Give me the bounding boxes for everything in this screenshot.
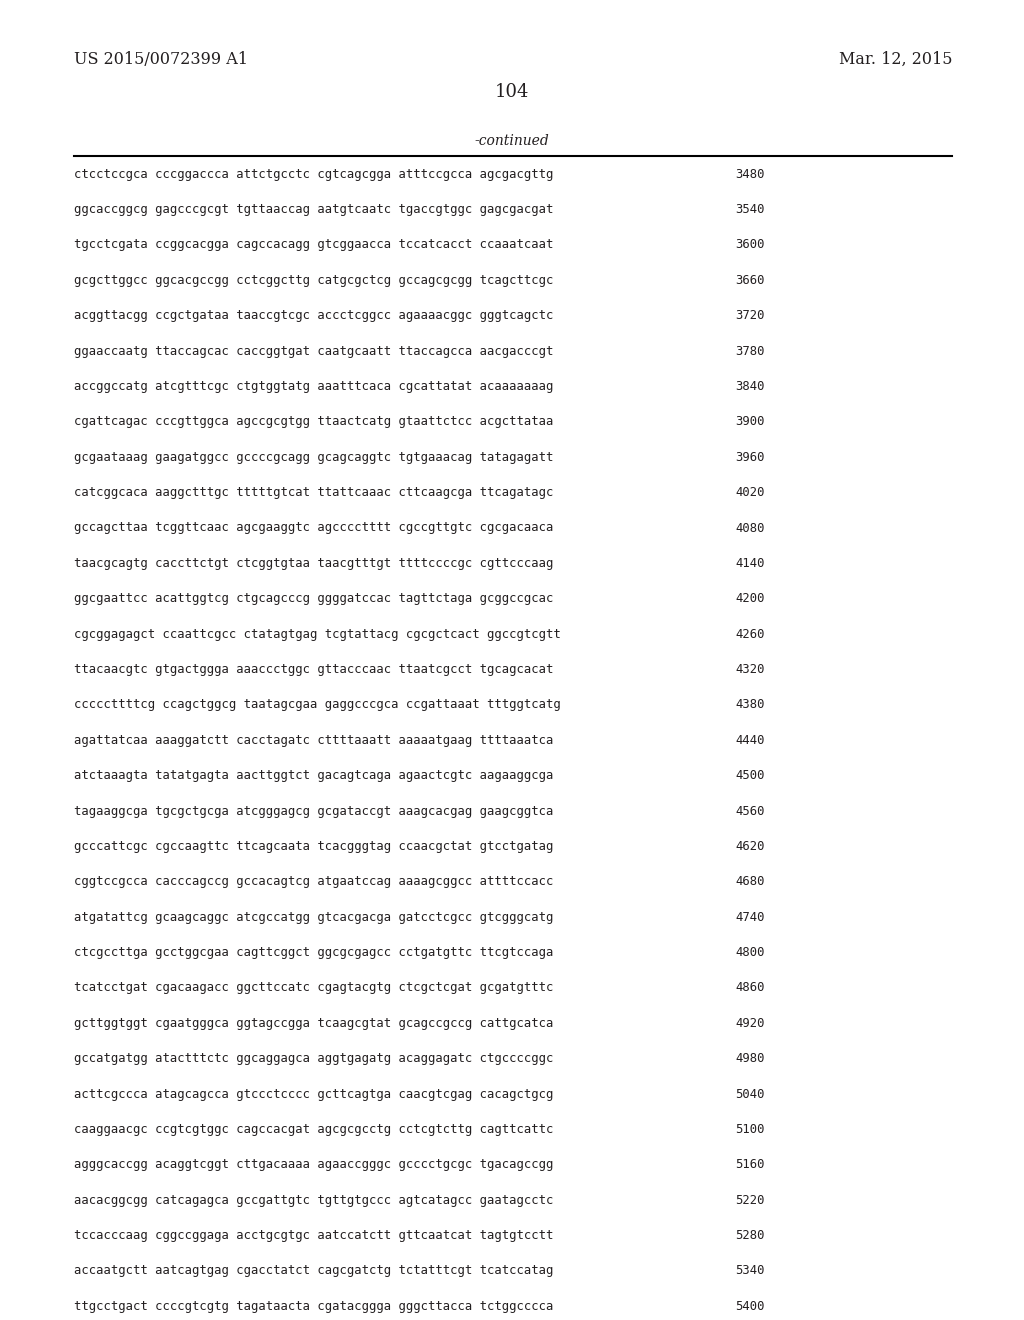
Text: 3660: 3660	[735, 273, 765, 286]
Text: acttcgccca atagcagcca gtccctcccc gcttcagtga caacgtcgag cacagctgcg: acttcgccca atagcagcca gtccctcccc gcttcag…	[74, 1088, 553, 1101]
Text: 4140: 4140	[735, 557, 765, 570]
Text: 5160: 5160	[735, 1158, 765, 1171]
Text: taacgcagtg caccttctgt ctcggtgtaa taacgtttgt ttttccccgc cgttcccaag: taacgcagtg caccttctgt ctcggtgtaa taacgtt…	[74, 557, 553, 570]
Text: 4680: 4680	[735, 875, 765, 888]
Text: ttgcctgact ccccgtcgtg tagataacta cgatacggga gggcttacca tctggcccca: ttgcctgact ccccgtcgtg tagataacta cgatacg…	[74, 1300, 553, 1313]
Text: gcccattcgc cgccaagttc ttcagcaata tcacgggtag ccaacgctat gtcctgatag: gcccattcgc cgccaagttc ttcagcaata tcacggg…	[74, 840, 553, 853]
Text: 4380: 4380	[735, 698, 765, 711]
Text: ggaaccaatg ttaccagcac caccggtgat caatgcaatt ttaccagcca aacgacccgt: ggaaccaatg ttaccagcac caccggtgat caatgca…	[74, 345, 553, 358]
Text: agggcaccgg acaggtcggt cttgacaaaa agaaccgggc gcccctgcgc tgacagccgg: agggcaccgg acaggtcggt cttgacaaaa agaaccg…	[74, 1158, 553, 1171]
Text: accggccatg atcgtttcgc ctgtggtatg aaatttcaca cgcattatat acaaaaaaag: accggccatg atcgtttcgc ctgtggtatg aaatttc…	[74, 380, 553, 393]
Text: ggcaccggcg gagcccgcgt tgttaaccag aatgtcaatc tgaccgtggc gagcgacgat: ggcaccggcg gagcccgcgt tgttaaccag aatgtca…	[74, 203, 553, 216]
Text: 4740: 4740	[735, 911, 765, 924]
Text: 4320: 4320	[735, 663, 765, 676]
Text: gccagcttaa tcggttcaac agcgaaggtc agcccctttt cgccgttgtc cgcgacaaca: gccagcttaa tcggttcaac agcgaaggtc agcccct…	[74, 521, 553, 535]
Text: ctcgccttga gcctggcgaa cagttcggct ggcgcgagcc cctgatgttc ttcgtccaga: ctcgccttga gcctggcgaa cagttcggct ggcgcga…	[74, 946, 553, 960]
Text: tcatcctgat cgacaagacc ggcttccatc cgagtacgtg ctcgctcgat gcgatgtttc: tcatcctgat cgacaagacc ggcttccatc cgagtac…	[74, 981, 553, 994]
Text: 4200: 4200	[735, 593, 765, 606]
Text: gccatgatgg atactttctc ggcaggagca aggtgagatg acaggagatc ctgccccggc: gccatgatgg atactttctc ggcaggagca aggtgag…	[74, 1052, 553, 1065]
Text: gcttggtggt cgaatgggca ggtagccgga tcaagcgtat gcagccgccg cattgcatca: gcttggtggt cgaatgggca ggtagccgga tcaagcg…	[74, 1016, 553, 1030]
Text: aacacggcgg catcagagca gccgattgtc tgttgtgccc agtcatagcc gaatagcctc: aacacggcgg catcagagca gccgattgtc tgttgtg…	[74, 1193, 553, 1206]
Text: tgcctcgata ccggcacgga cagccacagg gtcggaacca tccatcacct ccaaatcaat: tgcctcgata ccggcacgga cagccacagg gtcggaa…	[74, 239, 553, 252]
Text: accaatgctt aatcagtgag cgacctatct cagcgatctg tctatttcgt tcatccatag: accaatgctt aatcagtgag cgacctatct cagcgat…	[74, 1265, 553, 1278]
Text: cggtccgcca cacccagccg gccacagtcg atgaatccag aaaagcggcc attttccacc: cggtccgcca cacccagccg gccacagtcg atgaatc…	[74, 875, 553, 888]
Text: 4980: 4980	[735, 1052, 765, 1065]
Text: 4260: 4260	[735, 627, 765, 640]
Text: ctcctccgca cccggaccca attctgcctc cgtcagcgga atttccgcca agcgacgttg: ctcctccgca cccggaccca attctgcctc cgtcagc…	[74, 168, 553, 181]
Text: 4440: 4440	[735, 734, 765, 747]
Text: 5220: 5220	[735, 1193, 765, 1206]
Text: 5400: 5400	[735, 1300, 765, 1313]
Text: catcggcaca aaggctttgc tttttgtcat ttattcaaac cttcaagcga ttcagatagc: catcggcaca aaggctttgc tttttgtcat ttattca…	[74, 486, 553, 499]
Text: 5340: 5340	[735, 1265, 765, 1278]
Text: cgcggagagct ccaattcgcc ctatagtgag tcgtattacg cgcgctcact ggccgtcgtt: cgcggagagct ccaattcgcc ctatagtgag tcgtat…	[74, 627, 560, 640]
Text: 4560: 4560	[735, 804, 765, 817]
Text: tagaaggcga tgcgctgcga atcgggagcg gcgataccgt aaagcacgag gaagcggtca: tagaaggcga tgcgctgcga atcgggagcg gcgatac…	[74, 804, 553, 817]
Text: ggcgaattcc acattggtcg ctgcagcccg ggggatccac tagttctaga gcggccgcac: ggcgaattcc acattggtcg ctgcagcccg ggggatc…	[74, 593, 553, 606]
Text: agattatcaa aaaggatctt cacctagatc cttttaaatt aaaaatgaag ttttaaatca: agattatcaa aaaggatctt cacctagatc cttttaa…	[74, 734, 553, 747]
Text: Mar. 12, 2015: Mar. 12, 2015	[839, 51, 952, 67]
Text: 5280: 5280	[735, 1229, 765, 1242]
Text: 3540: 3540	[735, 203, 765, 216]
Text: 4080: 4080	[735, 521, 765, 535]
Text: 4920: 4920	[735, 1016, 765, 1030]
Text: 4500: 4500	[735, 770, 765, 783]
Text: ttacaacgtc gtgactggga aaaccctggc gttacccaac ttaatcgcct tgcagcacat: ttacaacgtc gtgactggga aaaccctggc gttaccc…	[74, 663, 553, 676]
Text: gcgaataaag gaagatggcc gccccgcagg gcagcaggtc tgtgaaacag tatagagatt: gcgaataaag gaagatggcc gccccgcagg gcagcag…	[74, 450, 553, 463]
Text: 4020: 4020	[735, 486, 765, 499]
Text: 5100: 5100	[735, 1123, 765, 1137]
Text: 104: 104	[495, 83, 529, 102]
Text: gcgcttggcc ggcacgccgg cctcggcttg catgcgctcg gccagcgcgg tcagcttcgc: gcgcttggcc ggcacgccgg cctcggcttg catgcgc…	[74, 273, 553, 286]
Text: 3780: 3780	[735, 345, 765, 358]
Text: atctaaagta tatatgagta aacttggtct gacagtcaga agaactcgtc aagaaggcga: atctaaagta tatatgagta aacttggtct gacagtc…	[74, 770, 553, 783]
Text: caaggaacgc ccgtcgtggc cagccacgat agcgcgcctg cctcgtcttg cagttcattc: caaggaacgc ccgtcgtggc cagccacgat agcgcgc…	[74, 1123, 553, 1137]
Text: 4860: 4860	[735, 981, 765, 994]
Text: 3960: 3960	[735, 450, 765, 463]
Text: 3720: 3720	[735, 309, 765, 322]
Text: 3840: 3840	[735, 380, 765, 393]
Text: cccccttttcg ccagctggcg taatagcgaa gaggcccgca ccgattaaat tttggtcatg: cccccttttcg ccagctggcg taatagcgaa gaggcc…	[74, 698, 560, 711]
Text: 4620: 4620	[735, 840, 765, 853]
Text: 3480: 3480	[735, 168, 765, 181]
Text: -continued: -continued	[475, 135, 549, 148]
Text: acggttacgg ccgctgataa taaccgtcgc accctcggcc agaaaacggc gggtcagctc: acggttacgg ccgctgataa taaccgtcgc accctcg…	[74, 309, 553, 322]
Text: 3600: 3600	[735, 239, 765, 252]
Text: 5040: 5040	[735, 1088, 765, 1101]
Text: tccacccaag cggccggaga acctgcgtgc aatccatctt gttcaatcat tagtgtcctt: tccacccaag cggccggaga acctgcgtgc aatccat…	[74, 1229, 553, 1242]
Text: cgattcagac cccgttggca agccgcgtgg ttaactcatg gtaattctcc acgcttataa: cgattcagac cccgttggca agccgcgtgg ttaactc…	[74, 416, 553, 429]
Text: 4800: 4800	[735, 946, 765, 960]
Text: 3900: 3900	[735, 416, 765, 429]
Text: US 2015/0072399 A1: US 2015/0072399 A1	[74, 51, 248, 67]
Text: atgatattcg gcaagcaggc atcgccatgg gtcacgacga gatcctcgcc gtcgggcatg: atgatattcg gcaagcaggc atcgccatgg gtcacga…	[74, 911, 553, 924]
